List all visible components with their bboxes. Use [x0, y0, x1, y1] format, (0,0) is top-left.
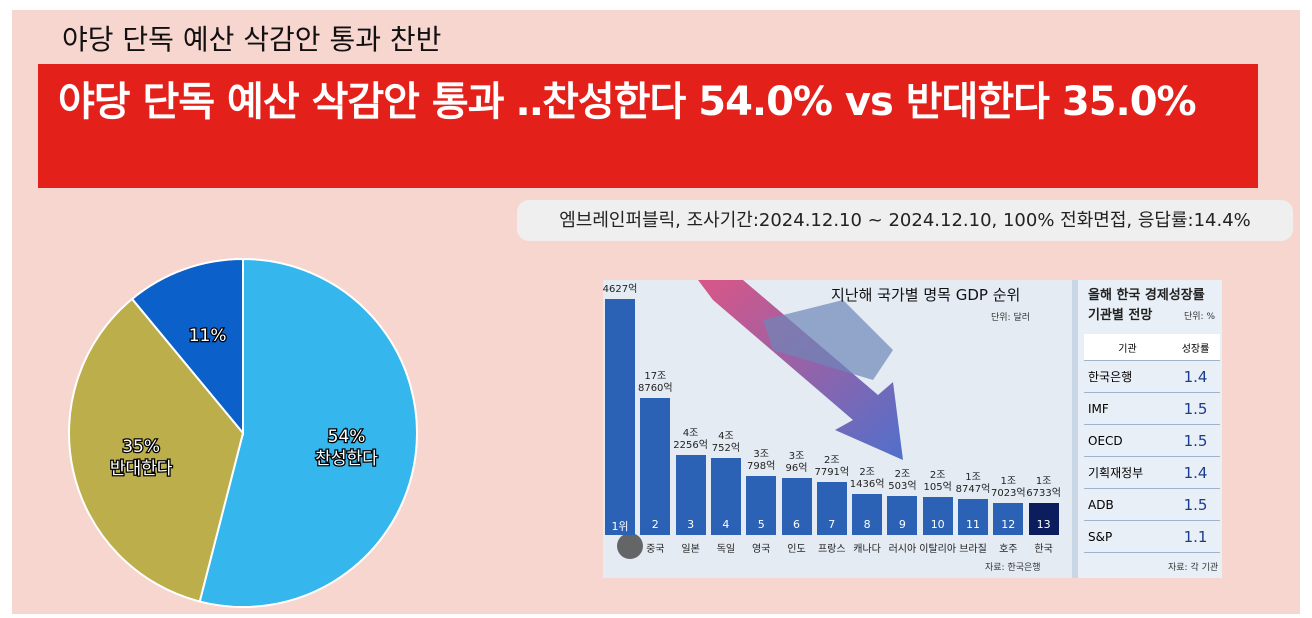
x-tick-label: 인도 [787, 544, 806, 555]
pie-slice [198, 257, 419, 608]
table-note: 자료: 각 기관 [1168, 563, 1219, 573]
rank-label: 6 [793, 518, 800, 531]
chart-title: 지난해 국가별 명목 GDP 순위 [831, 286, 1021, 304]
lens-icon [617, 533, 643, 559]
slice-label: 반대한다 [110, 459, 173, 479]
data-label: 3조 798억 [747, 449, 776, 473]
data-label: 35% [122, 437, 160, 457]
data-label: 54% [328, 427, 366, 447]
agency: ADB [1084, 488, 1171, 521]
x-tick-label: 독일 [716, 544, 736, 555]
table-row: S&P 1.1 [1084, 520, 1220, 553]
decoration [617, 280, 903, 559]
x-tick-label: 영국 [751, 544, 771, 555]
x-tick-label: 한국 [1034, 544, 1053, 555]
x-tick-label: 중국 [646, 544, 665, 555]
growth-rate: 1.5 [1170, 488, 1220, 521]
table-row: 한국은행 1.4 [1084, 360, 1220, 393]
table-row: OECD 1.5 [1084, 424, 1220, 457]
x-tick-label: 브라질 [959, 544, 987, 555]
growth-panel: 올해 한국 경제성장률 기관별 전망 단위: % 기관 성장률 한국은행 1.4 IM… [1072, 280, 1222, 578]
slice-label: 찬성한다 [315, 449, 378, 469]
rank-label: 4 [722, 518, 730, 531]
growth-table: 기관 성장률 한국은행 1.4 IMF 1.5 OECD 1.5 기획재정부 1.4 ADB 1.5… [1084, 334, 1220, 553]
rank-label: 10 [930, 518, 945, 531]
pie-chart: 54%찬성한다 35%반대한다 11% [68, 257, 419, 608]
bar [605, 298, 635, 535]
rank-label: 11 [966, 518, 980, 531]
table-title: 올해 한국 경제성장률 기관별 전망 [1088, 288, 1205, 323]
bar [922, 496, 953, 535]
table-unit: 단위: % [1184, 312, 1216, 322]
growth-rate: 1.5 [1170, 392, 1220, 425]
bar [710, 457, 741, 535]
data-label: 2조 105억 [923, 469, 952, 493]
agency: IMF [1084, 392, 1171, 425]
data-label: 2조 503억 [888, 469, 917, 493]
bar [675, 454, 706, 535]
pie-slice [130, 257, 244, 436]
rank-label: 12 [1001, 518, 1016, 531]
bar [640, 397, 671, 535]
rank-label: 8 [863, 518, 871, 531]
pie-slice [68, 297, 245, 603]
arrow [698, 280, 903, 460]
ship [763, 300, 893, 380]
agency: OECD [1084, 424, 1171, 457]
column-header: 성장률 [1170, 334, 1220, 361]
headline-banner: 야당 단독 예산 삭감안 통과 ‥찬성한다 54.0% vs 반대한다 35.0… [38, 64, 1258, 188]
rank-label: 1위 [611, 520, 629, 533]
rank-label: 5 [757, 518, 765, 531]
data-label: 1조 6733억 [1026, 476, 1061, 500]
bar [958, 499, 988, 535]
rank-label: 13 [1036, 518, 1051, 531]
x-tick-label: 일본 [681, 544, 700, 555]
table-row: 기획재정부 1.4 [1084, 456, 1220, 489]
page-title: 야당 단독 예산 삭감안 통과 찬반 [62, 23, 442, 56]
bar [887, 496, 918, 535]
x-tick-label: 호주 [999, 544, 1018, 555]
bar [993, 502, 1024, 535]
growth-rate: 1.5 [1170, 424, 1220, 457]
data-label: 2조 7791억 [814, 455, 850, 479]
agency: 한국은행 [1084, 360, 1171, 393]
x-tick-label: 이탈리아 [919, 544, 957, 555]
data-label: 4조 752억 [711, 430, 741, 454]
bar [816, 482, 847, 535]
bar [1028, 503, 1059, 535]
data-label: 2조 1436억 [849, 467, 885, 491]
x-tick-label: 러시아 [888, 544, 917, 555]
rank-label: 7 [828, 518, 836, 531]
x-tick-label: 캐나다 [853, 544, 881, 555]
data-label: 1조 7023억 [990, 475, 1026, 499]
bar [746, 476, 777, 535]
data-label: 3조 96억 [785, 450, 808, 474]
rank-label: 2 [651, 518, 659, 531]
rank-label: 3 [687, 518, 695, 531]
data-label: 25조 4627억 [603, 280, 638, 295]
data-label: 17조 8760억 [637, 370, 673, 394]
data-label: 11% [189, 326, 227, 346]
gdp-infographic: 지난해 국가별 명목 GDP 순위 단위: 달러 자료: 한국은행 올해 한국 … [603, 280, 1222, 578]
data-label: 1조 8747억 [955, 472, 991, 496]
note: 자료: 한국은행 [985, 563, 1041, 573]
growth-rate: 1.1 [1170, 520, 1220, 553]
x-tick-label: 프랑스 [817, 544, 846, 555]
bar [781, 477, 812, 535]
agency: 기획재정부 [1084, 456, 1171, 489]
unit: 단위: 달러 [991, 313, 1031, 323]
data-label: 4조 2256억 [673, 427, 708, 451]
table-row: IMF 1.5 [1084, 392, 1220, 425]
column-header: 기관 [1084, 334, 1171, 361]
agency: S&P [1084, 520, 1171, 553]
growth-rate: 1.4 [1170, 456, 1220, 489]
rank-label: 9 [898, 518, 906, 531]
growth-rate: 1.4 [1170, 360, 1220, 393]
bar [852, 494, 883, 535]
table-row: ADB 1.5 [1084, 488, 1220, 521]
survey-source: 엠브레인퍼블릭, 조사기간:2024.12.10 ~ 2024.12.10, 1… [517, 200, 1293, 241]
